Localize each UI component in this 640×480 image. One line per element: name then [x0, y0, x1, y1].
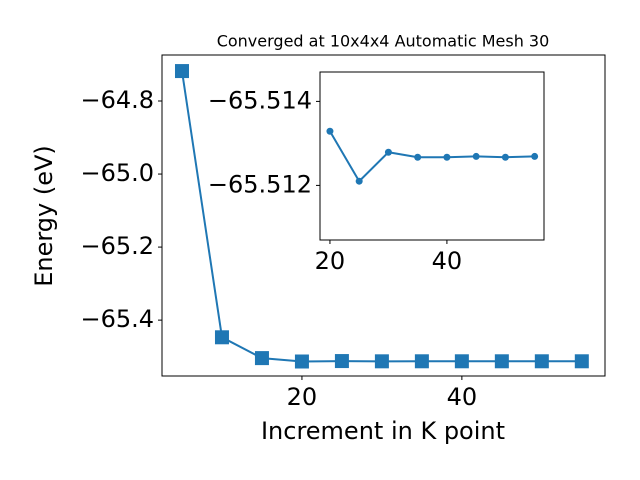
- marker: [294, 354, 309, 369]
- marker: [355, 177, 363, 185]
- series-line: [329, 130, 535, 183]
- x-tick-label: 20: [287, 383, 318, 411]
- marker: [414, 153, 422, 161]
- marker: [501, 153, 509, 161]
- chart-title: Converged at 10x4x4 Automatic Mesh 30: [217, 32, 550, 51]
- marker: [174, 64, 189, 79]
- marker: [574, 354, 589, 369]
- marker: [531, 152, 539, 160]
- y-tick-label: −64.8: [80, 86, 154, 114]
- y-axis-label: Energy (eV): [30, 145, 58, 287]
- axes-frame: [319, 71, 545, 241]
- marker: [326, 127, 334, 135]
- x-axis-label: Increment in K point: [261, 417, 505, 445]
- y-tick-label: −65.4: [80, 305, 154, 333]
- x-tick-label: 40: [432, 247, 463, 275]
- y-tick-label: −65.512: [208, 170, 312, 198]
- marker: [414, 354, 429, 369]
- marker: [534, 354, 549, 369]
- marker: [443, 153, 451, 161]
- marker: [254, 351, 269, 366]
- y-tick-label: −65.0: [80, 159, 154, 187]
- x-tick-label: 20: [315, 247, 346, 275]
- marker: [454, 354, 469, 369]
- x-tick-label: 40: [447, 383, 478, 411]
- marker: [472, 152, 480, 160]
- marker: [494, 354, 509, 369]
- y-tick-label: −65.2: [80, 232, 154, 260]
- marker: [334, 354, 349, 369]
- marker: [374, 354, 389, 369]
- y-tick-label: −65.514: [208, 86, 312, 114]
- marker: [384, 148, 392, 156]
- marker: [214, 330, 229, 345]
